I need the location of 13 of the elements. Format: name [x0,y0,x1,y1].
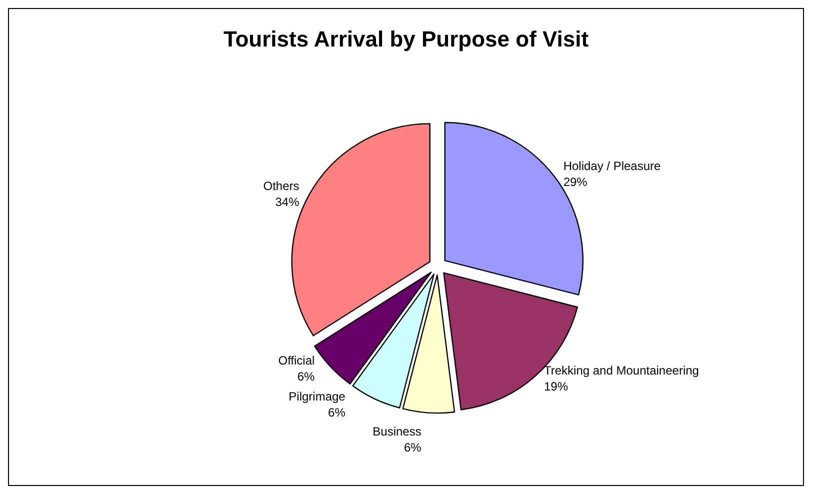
slice-label: Pilgrimage [288,390,346,404]
data-label: 6% [297,370,316,384]
data-label: 19% [544,380,568,394]
slice-label: Others [263,178,300,193]
data-label: 29% [563,175,588,190]
slice-label: Official [278,354,315,368]
data-label: 34% [275,194,300,209]
data-label: 6% [328,406,346,420]
slice-label: Trekking and Mountaineering [544,364,699,378]
chart-title: Tourists Arrival by Purpose of Visit [223,26,590,52]
slice-label: Business [372,424,422,439]
slice-label: Holiday / Pleasure [563,159,662,174]
data-label: 6% [404,440,422,455]
